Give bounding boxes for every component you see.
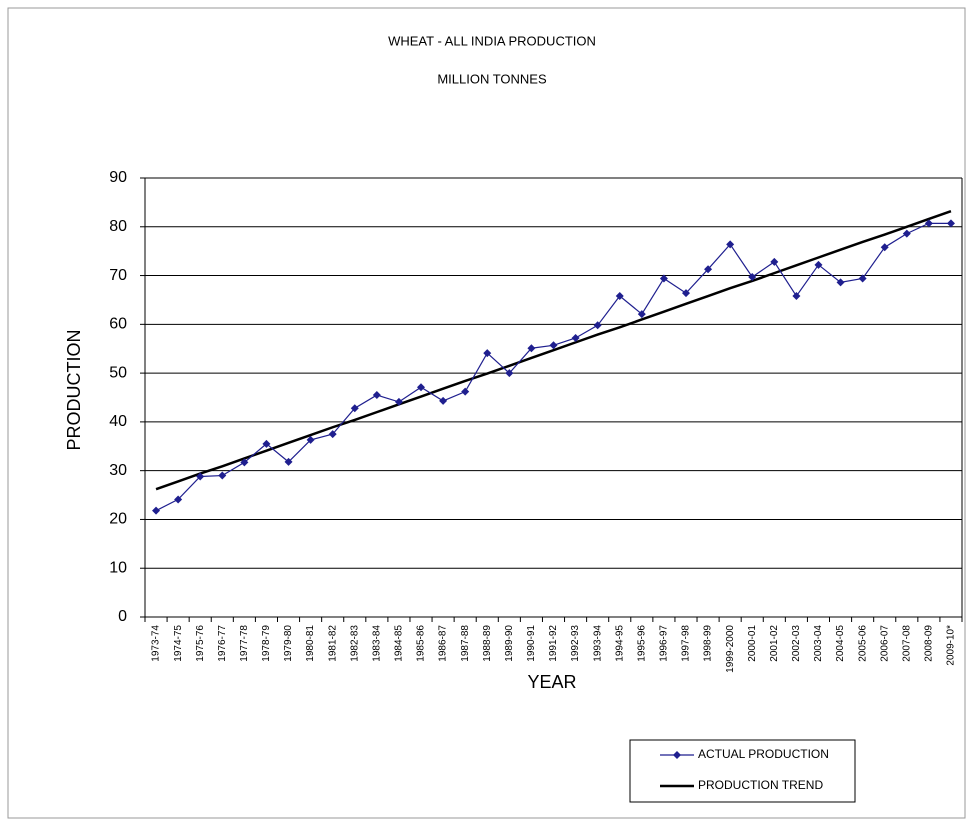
frame (7, 7, 966, 819)
x-tick-label: 1999-2000 (725, 625, 736, 673)
data-point (218, 471, 227, 480)
x-tick-label: 1993-94 (592, 625, 603, 662)
data-point (704, 265, 713, 274)
x-tick-label: 1987-88 (460, 625, 471, 662)
data-point (549, 341, 558, 350)
data-point (726, 240, 735, 249)
x-tick-label: 1997-98 (681, 625, 692, 662)
y-tick-label: 10 (109, 559, 127, 576)
data-point (372, 391, 381, 400)
y-tick-label: 40 (109, 413, 127, 430)
data-point (836, 278, 845, 287)
x-tick-label: 1988-89 (482, 625, 493, 662)
data-point (439, 396, 448, 405)
x-tick-label: 1986-87 (438, 625, 449, 662)
x-tick-label: 1984-85 (394, 625, 405, 662)
x-tick-label: 1996-97 (659, 625, 670, 662)
y-axis-label: PRODUCTION (64, 330, 84, 451)
x-tick-label: 1976-77 (217, 625, 228, 662)
x-tick-label: 1998-99 (703, 625, 714, 662)
x-tick-label: 1981-82 (327, 625, 338, 662)
y-tick-label: 30 (109, 462, 127, 479)
data-point (306, 435, 315, 444)
x-tick-label: 1974-75 (173, 625, 184, 662)
data-point (681, 289, 690, 298)
data-point (461, 387, 470, 396)
y-tick-label: 50 (109, 364, 127, 381)
y-tick-label: 60 (109, 316, 127, 333)
data-point (394, 397, 403, 406)
data-point (284, 457, 293, 466)
chart-subtitle: MILLION TONNES (437, 71, 547, 86)
chart-title: WHEAT - ALL INDIA PRODUCTION (388, 33, 596, 48)
legend-label: ACTUAL PRODUCTION (698, 747, 829, 761)
series-line (155, 222, 951, 512)
data-point (152, 506, 161, 515)
legend-marker (673, 751, 681, 759)
y-tick-label: 20 (109, 511, 127, 528)
x-tick-label: 1994-95 (614, 625, 625, 662)
legend-label: PRODUCTION TREND (698, 778, 823, 792)
x-tick-label: 1977-78 (239, 625, 250, 662)
x-tick-label: 1980-81 (305, 625, 316, 662)
x-tick-label: 1985-86 (416, 625, 427, 662)
data-point (328, 430, 337, 439)
data-point (505, 369, 514, 378)
x-tick-label: 1995-96 (636, 625, 647, 662)
data-point (946, 219, 955, 228)
x-tick-label: 2009-10* (946, 625, 957, 666)
trend-line (155, 209, 952, 491)
y-tick-label: 90 (109, 169, 127, 186)
x-tick-label: 1973-74 (151, 625, 162, 662)
x-tick-label: 2006-07 (879, 625, 890, 662)
data-point (748, 273, 757, 282)
x-tick-label: 1978-79 (261, 625, 272, 662)
x-tick-label: 2003-04 (813, 625, 824, 662)
data-point (262, 439, 271, 448)
x-tick-label: 1982-83 (349, 625, 360, 662)
x-tick-label: 2001-02 (769, 625, 780, 662)
x-tick-label: 1979-80 (283, 625, 294, 662)
data-point (527, 344, 536, 353)
x-axis-label: YEAR (527, 672, 576, 692)
data-point (880, 243, 889, 252)
legend (629, 739, 856, 803)
data-point (240, 458, 249, 467)
x-tick-label: 2008-09 (924, 625, 935, 662)
data-point (615, 292, 624, 301)
data-point (858, 274, 867, 283)
x-tick-label: 1991-92 (548, 625, 559, 662)
data-point (924, 219, 933, 228)
x-tick-label: 2007-08 (901, 625, 912, 662)
x-tick-label: 2005-06 (857, 625, 868, 662)
y-tick-label: 70 (109, 267, 127, 284)
y-tick-label: 0 (118, 608, 127, 625)
data-point (417, 383, 426, 392)
data-point (659, 274, 668, 283)
data-point (483, 349, 492, 358)
x-tick-label: 2002-03 (791, 625, 802, 662)
data-point (174, 495, 183, 504)
data-point (196, 472, 205, 481)
x-tick-label: 1992-93 (570, 625, 581, 662)
x-tick-label: 1989-90 (504, 625, 515, 662)
x-tick-label: 1990-91 (526, 625, 537, 662)
data-point (902, 229, 911, 238)
data-point (571, 333, 580, 342)
data-point (792, 292, 801, 301)
data-point (770, 257, 779, 266)
y-tick-label: 80 (109, 218, 127, 235)
data-point (637, 310, 646, 319)
data-point (593, 321, 602, 330)
x-tick-label: 1975-76 (195, 625, 206, 662)
x-tick-label: 2000-01 (747, 625, 758, 662)
x-tick-label: 2004-05 (835, 625, 846, 662)
x-tick-label: 1983-84 (371, 625, 382, 662)
data-point (350, 404, 359, 413)
data-point (814, 260, 823, 269)
